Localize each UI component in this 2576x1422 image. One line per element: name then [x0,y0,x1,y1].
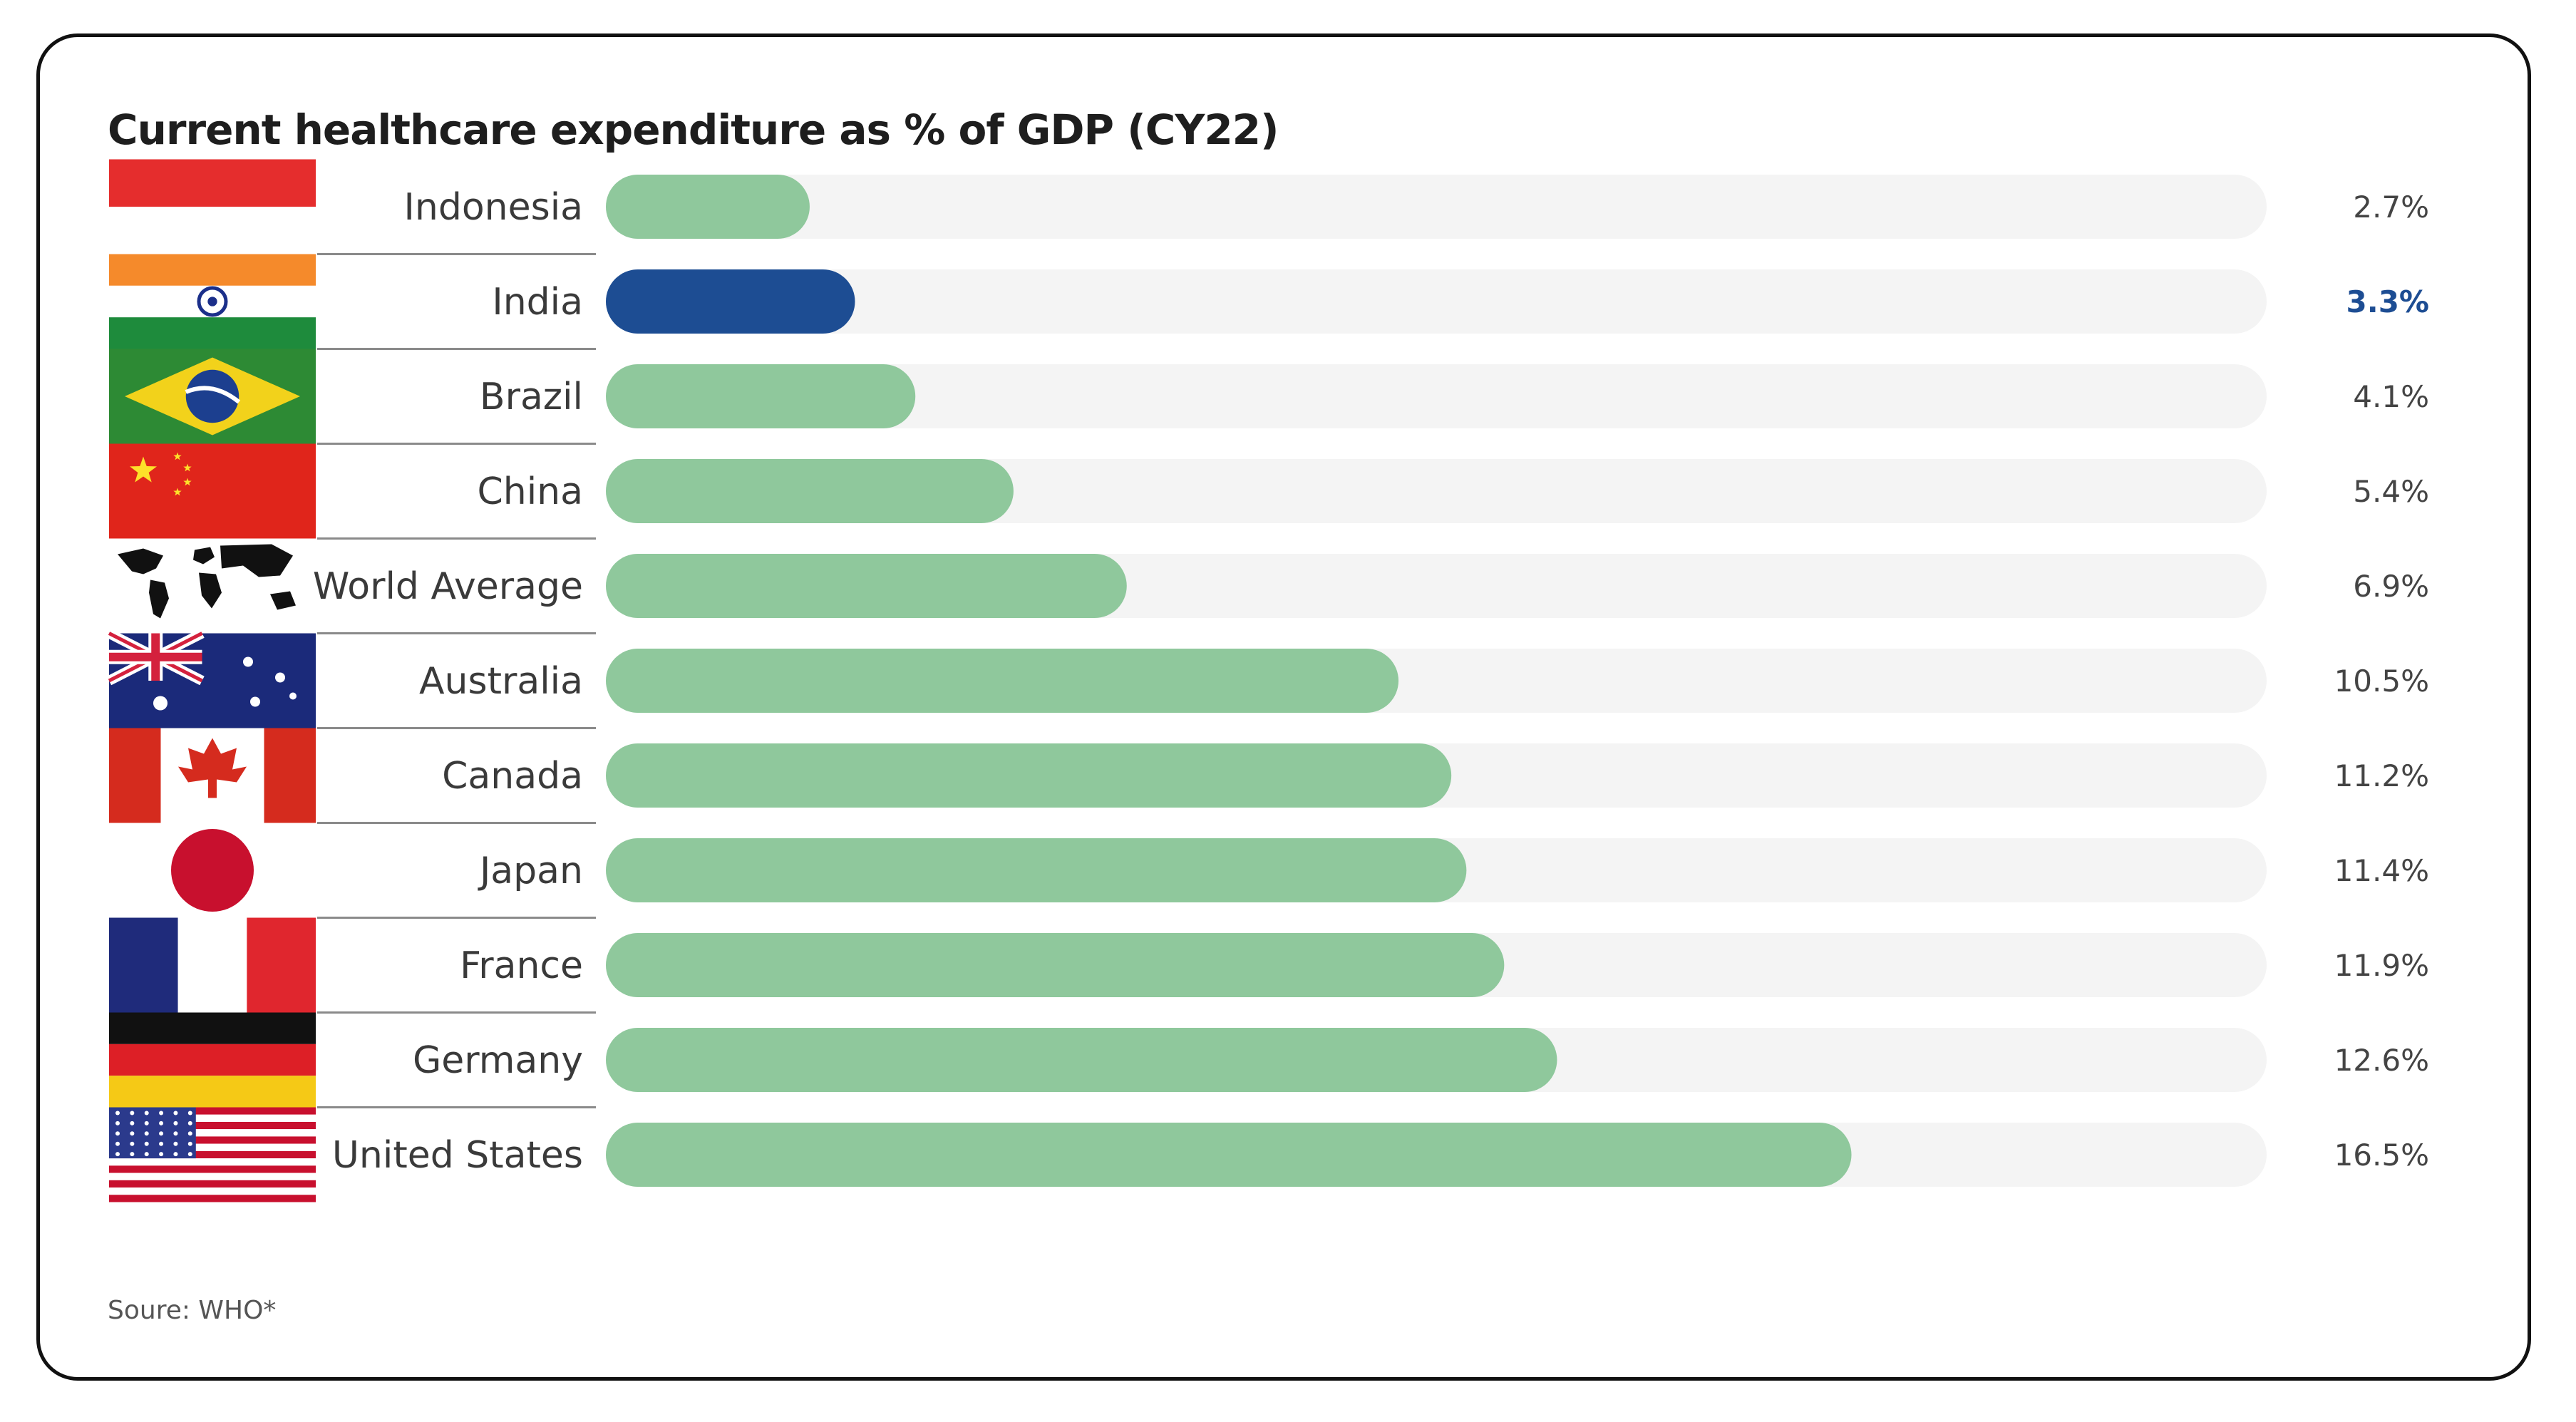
chart-title: Current healthcare expenditure as % of G… [108,105,1279,154]
usa-flag-icon [109,1107,316,1202]
world-map-icon [109,538,316,634]
category-label-world-average: World Average [313,565,583,608]
bar-track [606,175,2267,239]
value-label-united-states: 16.5% [2334,1138,2429,1173]
source-note: Soure: WHO* [108,1296,277,1325]
germany-flag-icon [109,1012,316,1108]
bar-track [606,269,2267,334]
france-flag-icon [109,917,316,1013]
bar-germany [606,1028,1557,1092]
brazil-flag-icon [109,349,316,444]
category-label-brazil: Brazil [480,376,583,418]
category-label-france: France [460,944,583,987]
canada-flag-icon [109,728,316,823]
bar-track [606,364,2267,428]
value-label-france: 11.9% [2334,948,2429,983]
bar-indonesia [606,175,810,239]
value-label-germany: 12.6% [2334,1043,2429,1078]
value-label-india: 3.3% [2346,284,2429,319]
category-label-indonesia: Indonesia [404,186,583,229]
value-label-indonesia: 2.7% [2353,190,2429,225]
bar-australia [606,649,1399,713]
bar-france [606,933,1505,997]
value-label-brazil: 4.1% [2353,379,2429,414]
bar-china [606,459,1014,523]
indonesia-flag-icon [109,159,316,254]
value-label-china: 5.4% [2353,474,2429,509]
china-flag-icon [109,443,316,539]
india-flag-icon [109,254,316,349]
value-label-japan: 11.4% [2334,853,2429,888]
category-label-india: India [492,281,583,324]
bar-canada [606,743,1452,808]
category-label-japan: Japan [478,850,583,892]
category-label-china: China [477,470,583,513]
bar-world-average [606,554,1127,618]
bar-track [606,459,2267,523]
australia-flag-icon [106,629,316,728]
bar-japan [606,838,1467,902]
japan-flag-icon [109,823,316,918]
value-label-australia: 10.5% [2334,664,2429,699]
bar-united-states [606,1123,1852,1187]
category-label-germany: Germany [413,1039,583,1082]
bar-india [606,269,855,334]
bar-brazil [606,364,916,428]
category-label-australia: Australia [419,660,583,703]
value-label-world-average: 6.9% [2353,569,2429,604]
category-label-canada: Canada [442,755,583,798]
category-label-united-states: United States [332,1134,583,1177]
value-label-canada: 11.2% [2334,758,2429,793]
